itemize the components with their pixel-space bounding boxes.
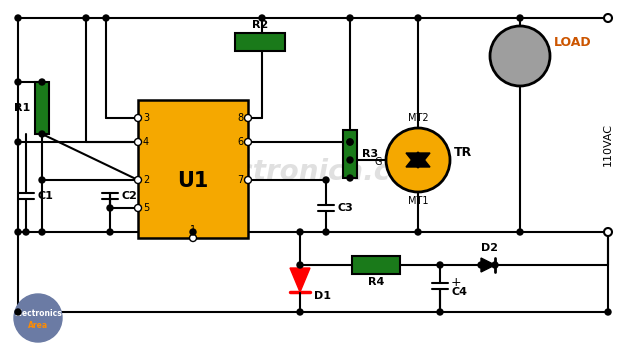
Circle shape — [605, 229, 611, 235]
Circle shape — [323, 229, 329, 235]
Circle shape — [297, 229, 303, 235]
Text: MT1: MT1 — [408, 196, 428, 206]
Text: C2: C2 — [121, 191, 137, 201]
Circle shape — [189, 234, 196, 241]
Text: +: + — [451, 276, 461, 289]
Polygon shape — [406, 153, 430, 168]
Circle shape — [135, 205, 142, 212]
Text: Area: Area — [28, 321, 48, 329]
Bar — [235, 33, 285, 51]
Text: 6: 6 — [237, 137, 243, 147]
Circle shape — [135, 176, 142, 183]
Circle shape — [517, 15, 523, 21]
Bar — [343, 130, 357, 178]
Text: Electronics: Electronics — [14, 308, 62, 318]
Circle shape — [297, 309, 303, 315]
Circle shape — [103, 15, 109, 21]
Text: 8: 8 — [237, 113, 243, 123]
Text: 2: 2 — [143, 175, 149, 185]
Bar — [138, 100, 248, 238]
Text: D1: D1 — [314, 291, 331, 301]
Circle shape — [15, 309, 21, 315]
Circle shape — [297, 262, 303, 268]
Text: 1: 1 — [190, 225, 196, 235]
Text: C1: C1 — [37, 191, 53, 201]
Circle shape — [14, 294, 62, 342]
Circle shape — [415, 229, 421, 235]
Circle shape — [347, 175, 353, 181]
Circle shape — [347, 139, 353, 145]
Circle shape — [39, 177, 45, 183]
Circle shape — [190, 229, 196, 235]
Polygon shape — [290, 268, 310, 292]
Circle shape — [107, 205, 113, 211]
Polygon shape — [406, 152, 430, 167]
Circle shape — [347, 15, 353, 21]
Circle shape — [478, 262, 484, 268]
Circle shape — [15, 139, 21, 145]
Circle shape — [15, 15, 21, 21]
Circle shape — [245, 176, 251, 183]
Circle shape — [135, 138, 142, 145]
Text: C4: C4 — [451, 287, 467, 297]
Text: MT2: MT2 — [408, 113, 428, 123]
Circle shape — [437, 309, 443, 315]
Circle shape — [604, 228, 612, 236]
Text: U1: U1 — [177, 171, 209, 191]
Circle shape — [83, 15, 89, 21]
Text: R4: R4 — [368, 277, 384, 287]
Text: 3: 3 — [143, 113, 149, 123]
Circle shape — [39, 131, 45, 137]
Bar — [352, 256, 400, 274]
Text: D2: D2 — [482, 243, 498, 253]
Circle shape — [39, 79, 45, 85]
Circle shape — [23, 229, 29, 235]
Text: TR: TR — [454, 145, 472, 158]
Text: 5: 5 — [143, 203, 149, 213]
Text: G: G — [374, 157, 382, 167]
Circle shape — [245, 138, 251, 145]
Bar — [35, 82, 49, 134]
Circle shape — [135, 114, 142, 121]
Circle shape — [39, 229, 45, 235]
Circle shape — [107, 229, 113, 235]
Circle shape — [347, 157, 353, 163]
Text: 4: 4 — [143, 137, 149, 147]
Circle shape — [259, 15, 265, 21]
Circle shape — [15, 79, 21, 85]
Circle shape — [604, 14, 612, 22]
Polygon shape — [481, 258, 495, 272]
Circle shape — [15, 229, 21, 235]
Text: electronica.com: electronica.com — [189, 158, 439, 186]
Circle shape — [415, 15, 421, 21]
Text: R2: R2 — [252, 20, 268, 30]
Circle shape — [437, 262, 443, 268]
Circle shape — [245, 114, 251, 121]
Text: LOAD: LOAD — [554, 36, 592, 49]
Text: 7: 7 — [237, 175, 243, 185]
Text: C3: C3 — [338, 203, 354, 213]
Text: R3: R3 — [362, 149, 378, 159]
Circle shape — [386, 128, 450, 192]
Circle shape — [605, 309, 611, 315]
Circle shape — [323, 177, 329, 183]
Text: R1: R1 — [14, 103, 30, 113]
Text: 110VAC: 110VAC — [603, 124, 613, 166]
Circle shape — [347, 139, 353, 145]
Circle shape — [492, 262, 498, 268]
Circle shape — [517, 229, 523, 235]
Circle shape — [490, 26, 550, 86]
